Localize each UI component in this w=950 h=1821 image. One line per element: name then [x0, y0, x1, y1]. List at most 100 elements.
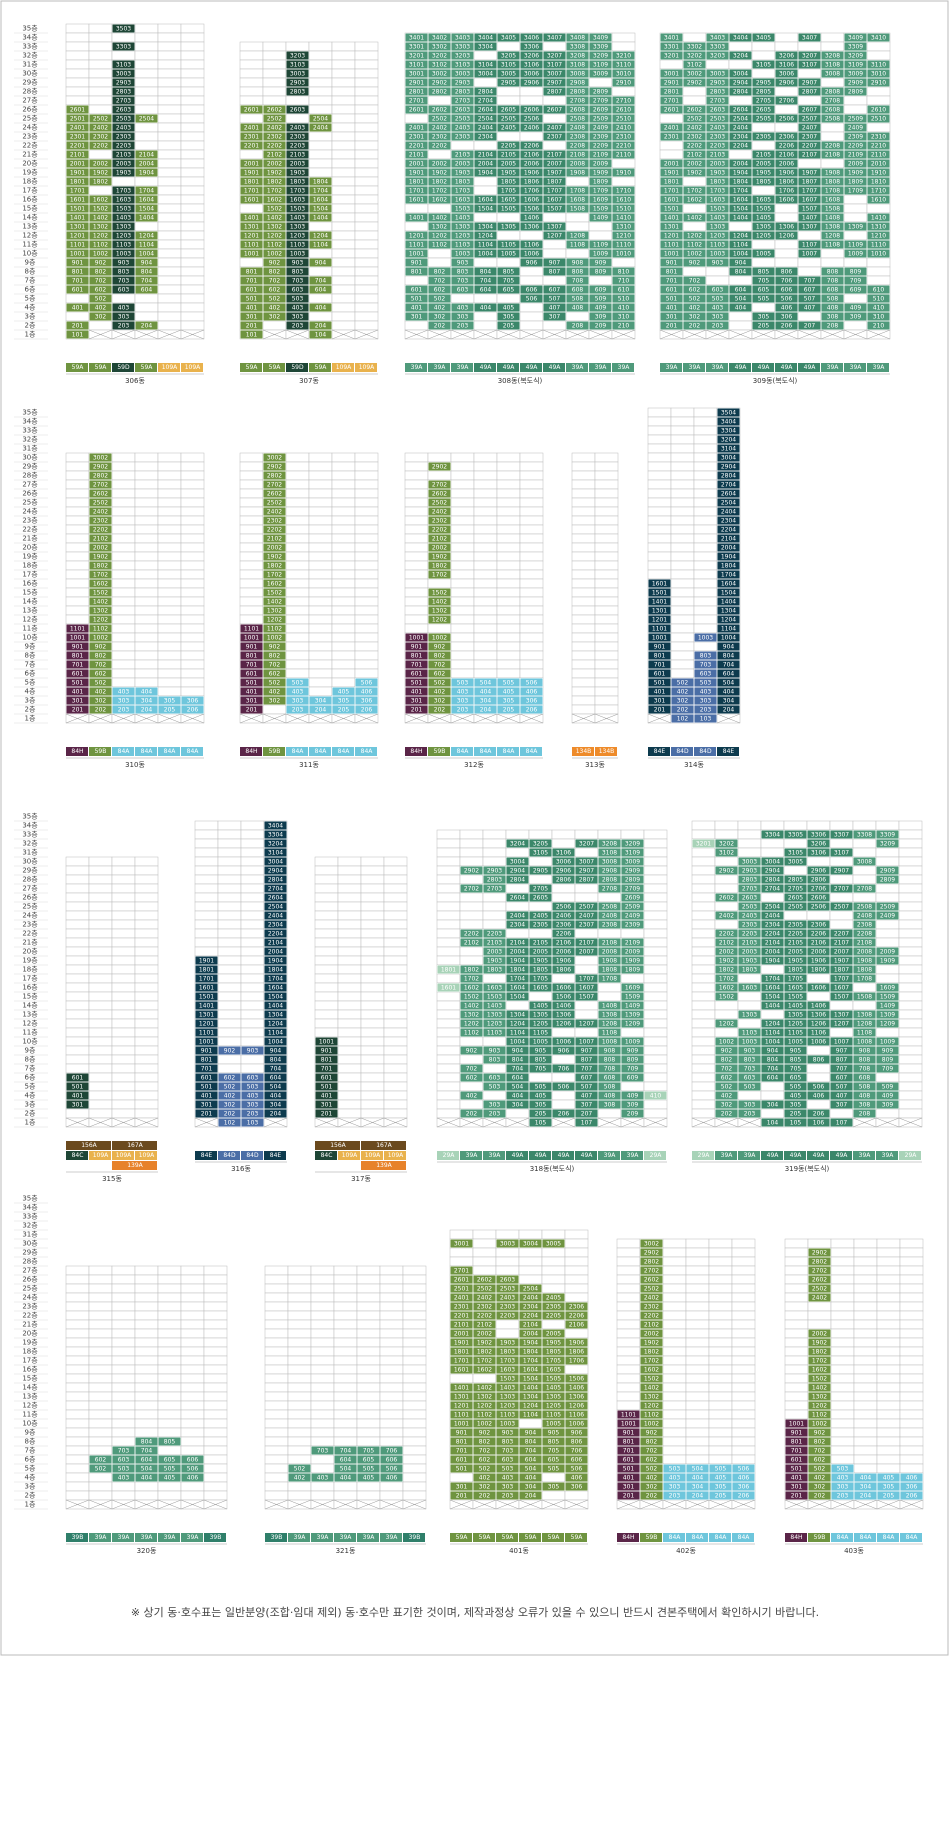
unit-number: 301: [654, 698, 666, 705]
empty-cell: [670, 470, 695, 481]
unit-number: 1410: [616, 215, 631, 222]
type-label: 84D: [676, 748, 689, 755]
unit-number: 2902: [267, 464, 282, 471]
empty-cell: [194, 928, 219, 939]
empty-cell: [643, 955, 668, 966]
floor-label: 6층: [25, 285, 36, 294]
unit-cell: [263, 132, 286, 141]
unit-number: 502: [224, 1084, 236, 1091]
unit-number: 902: [269, 644, 281, 651]
unit-number: 1806: [524, 179, 539, 186]
unit-number: 1602: [687, 197, 702, 204]
empty-cell: [843, 194, 868, 205]
unit-number: 301: [321, 1102, 333, 1109]
empty-cell: [88, 1090, 113, 1101]
unit-number: 1109: [593, 242, 608, 249]
unit-number: 2303: [290, 134, 305, 141]
empty-cell: [571, 650, 596, 661]
empty-cell: [670, 560, 695, 571]
unit-number: 2903: [710, 80, 725, 87]
empty-cell: [496, 614, 521, 625]
empty-cell: [354, 452, 379, 463]
unit-number: 2608: [825, 107, 840, 114]
empty-cell: [693, 470, 718, 481]
unit-number: 2701: [664, 98, 679, 105]
empty-cell: [450, 524, 475, 535]
empty-cell: [308, 569, 333, 580]
unit-number: 2007: [547, 161, 562, 168]
empty-cell: [308, 533, 333, 544]
unit-number: 608: [827, 287, 839, 294]
unit-number: 1703: [710, 188, 725, 195]
unit-number: 1010: [871, 251, 886, 258]
unit-number: 2502: [432, 500, 447, 507]
unit-number: 2505: [756, 116, 771, 123]
unit-cell: [286, 303, 309, 312]
unit-cell: [112, 312, 135, 321]
floor-label: 27층: [22, 480, 38, 489]
unit-cell: [263, 267, 286, 276]
unit-number: 3408: [570, 35, 585, 42]
unit-number: 1306: [779, 224, 794, 231]
unit-number: 2401: [244, 125, 259, 132]
empty-cell: [285, 488, 310, 499]
empty-cell: [331, 659, 356, 670]
unit-number: 1003: [710, 251, 725, 258]
unit-number: 305: [164, 698, 176, 705]
empty-cell: [496, 461, 521, 472]
unit-number: 201: [72, 707, 84, 714]
empty-cell: [240, 1027, 265, 1038]
empty-cell: [111, 452, 136, 463]
unit-number: 1703: [116, 188, 131, 195]
floor-label: 14층: [22, 213, 38, 222]
unit-number: 2704: [268, 886, 283, 893]
unit-number: 3405: [501, 35, 516, 42]
empty-cell: [65, 293, 90, 304]
empty-cell: [65, 1063, 90, 1074]
floor-label: 10층: [22, 633, 38, 642]
empty-cell: [728, 275, 753, 286]
unit-number: 2502: [93, 116, 108, 123]
unit-number: 301: [666, 314, 678, 321]
type-label: 84E: [654, 748, 666, 755]
empty-cell: [308, 677, 333, 688]
unit-number: 205: [164, 707, 176, 714]
floor-label: 31층: [22, 444, 38, 453]
floor-label: 34층: [22, 1203, 38, 1212]
empty-cell: [65, 865, 90, 876]
unit-number: 302: [95, 314, 107, 321]
unit-number: 2202: [432, 527, 447, 534]
unit-number: 203: [700, 707, 712, 714]
type-label: 39A: [850, 364, 863, 371]
unit-number: 2302: [432, 518, 447, 525]
empty-cell: [594, 578, 619, 589]
unit-number: 405: [338, 689, 350, 696]
empty-cell: [797, 68, 822, 79]
floor-label: 18층: [22, 1347, 38, 1356]
empty-cell: [571, 641, 596, 652]
empty-cell: [670, 488, 695, 499]
empty-cell: [134, 910, 159, 921]
floor-label: 24층: [22, 507, 38, 516]
unit-number: 1102: [432, 242, 447, 249]
unit-number: 1306: [524, 224, 539, 231]
empty-cell: [239, 77, 264, 88]
empty-cell: [331, 284, 356, 295]
unit-number: 2401: [409, 125, 424, 132]
empty-cell: [134, 1099, 159, 1110]
empty-cell: [843, 230, 868, 241]
unit-number: 1003: [290, 251, 305, 258]
empty-cell: [331, 194, 356, 205]
unit-number: 2703: [116, 98, 131, 105]
type-label: 84A: [315, 748, 328, 755]
empty-cell: [308, 605, 333, 616]
empty-cell: [360, 928, 385, 939]
unit-number: 202: [224, 1111, 236, 1118]
unit-number: 306: [187, 698, 199, 705]
unit-cell: [286, 159, 309, 168]
unit-number: 1303: [455, 224, 470, 231]
unit-number: 2401: [664, 125, 679, 132]
floor-label: 22층: [22, 141, 38, 150]
empty-cell: [331, 506, 356, 517]
empty-cell: [157, 650, 182, 661]
